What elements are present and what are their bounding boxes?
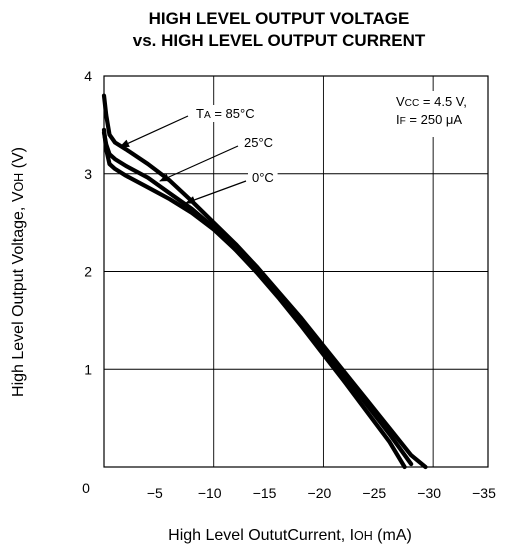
conditions-legend: VCC = 4.5 V, IF = 250 μA [394, 91, 484, 137]
series-line-0 [101, 93, 428, 470]
annotation-label: 0°C [252, 170, 274, 185]
x-origin-label: 0 [82, 480, 90, 496]
conditions-bg [394, 91, 484, 137]
annotation-label: 25°C [244, 135, 273, 150]
y-tick-label: 1 [84, 361, 92, 377]
series-lines [101, 93, 428, 470]
title-line-1: HIGH LEVEL OUTPUT VOLTAGE [149, 9, 410, 28]
y-axis-ticks: 1 2 3 4 [84, 68, 92, 377]
annotation-arrow [185, 180, 247, 204]
condition-line-1: VCC = 4.5 V, [396, 94, 467, 109]
x-tick-label: −15 [253, 485, 277, 501]
x-axis-ticks: 0 −5 −10 −15 −20 −25 −30 −35 [82, 480, 496, 501]
annotation-bg [240, 134, 277, 151]
x-tick-label: −10 [198, 485, 222, 501]
x-tick-label: −5 [147, 485, 163, 501]
annotation-bg [248, 169, 278, 186]
y-axis-label: High Level Output Voltage, VOH (V) [10, 147, 27, 397]
annotation-label: TA = 85°C [196, 106, 255, 121]
title-line-2: vs. HIGH LEVEL OUTPUT CURRENT [133, 31, 426, 50]
series-line-2 [101, 127, 414, 467]
y-tick-label: 4 [84, 68, 92, 84]
x-axis-label: High Level OututCurrent, IOH (mA) [168, 527, 412, 544]
x-tick-label: −30 [417, 485, 441, 501]
chart-title: HIGH LEVEL OUTPUT VOLTAGE vs. HIGH LEVEL … [133, 9, 426, 50]
y-tick-label: 3 [84, 166, 92, 182]
x-tick-label: −35 [472, 485, 496, 501]
x-tick-label: −25 [362, 485, 386, 501]
x-tick-label: −20 [308, 485, 332, 501]
condition-line-2: IF = 250 μA [396, 112, 462, 127]
annotations: TA = 85°C 25°C 0°C [119, 105, 278, 204]
annotation-arrow [119, 115, 189, 148]
axis-labels: High Level OututCurrent, IOH (mA) High Le… [10, 147, 412, 544]
annotation-arrow [159, 145, 239, 182]
plot-frame [103, 75, 489, 468]
y-tick-label: 2 [84, 264, 92, 280]
annotation-bg [192, 105, 265, 122]
